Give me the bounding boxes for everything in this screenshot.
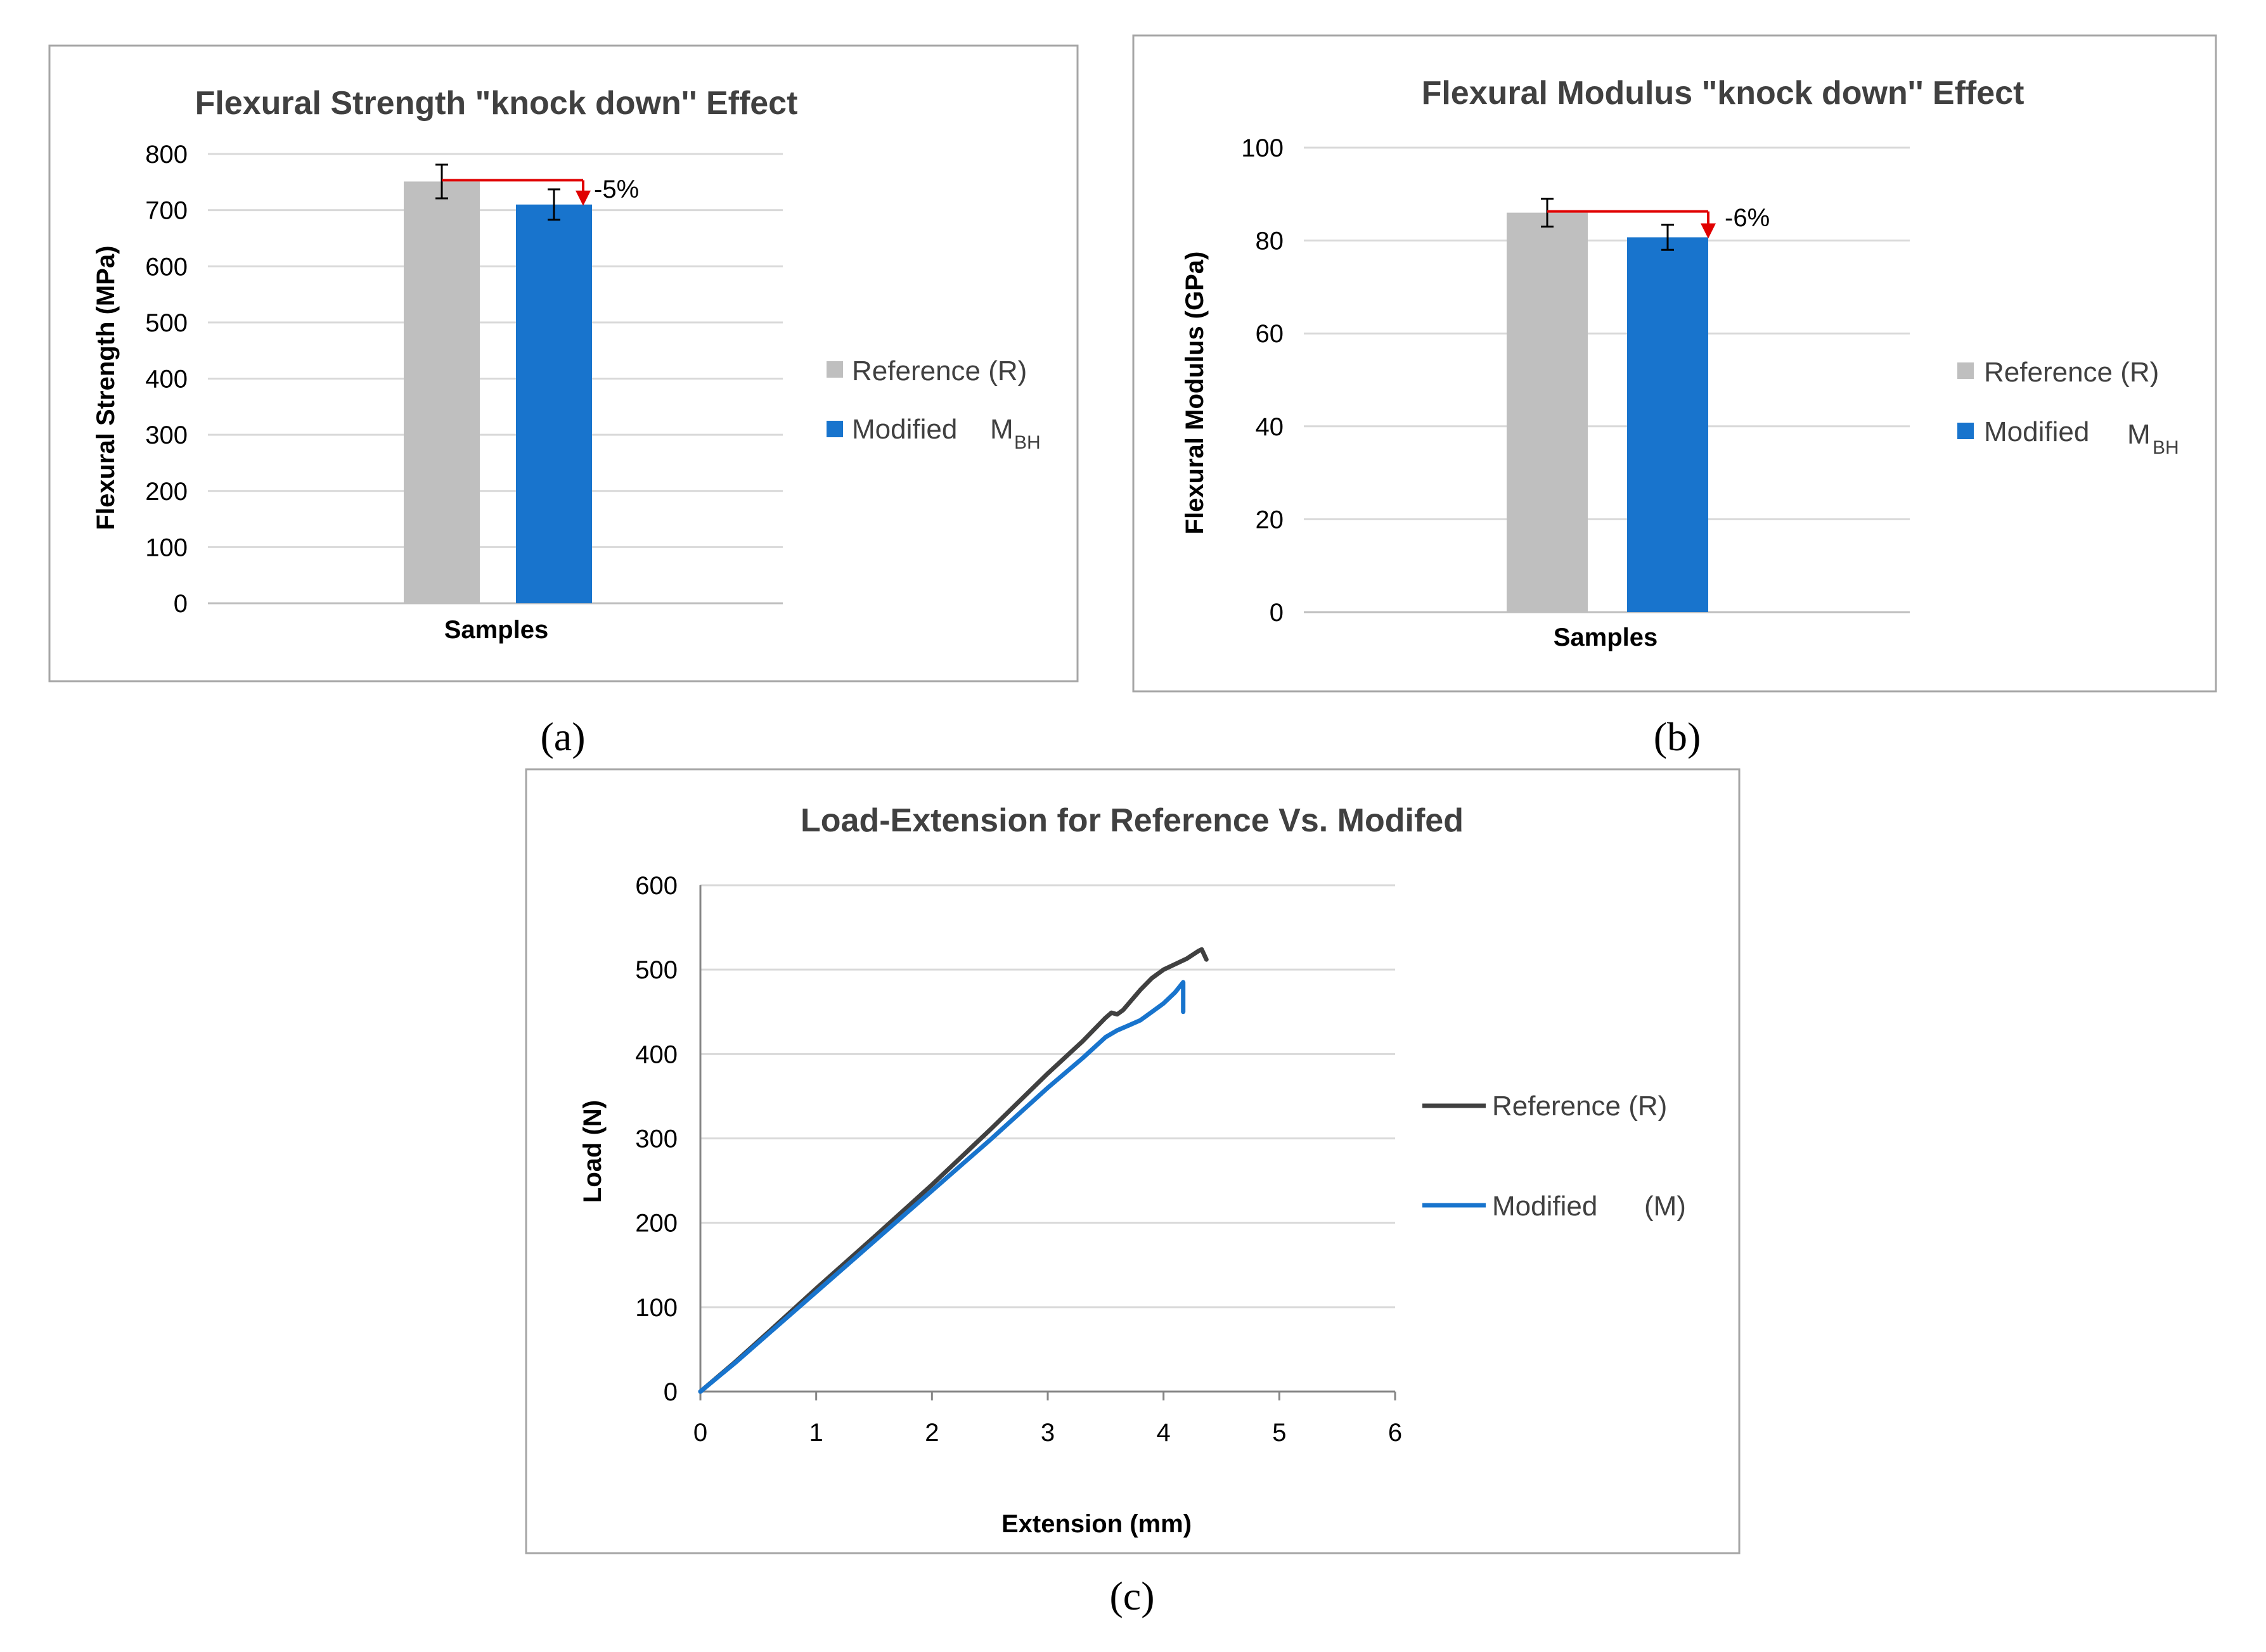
b-y-tick-100: 100	[1241, 134, 1284, 162]
c-x-tick-2: 2	[925, 1419, 939, 1447]
chart-c-y-axis-label: Load (N)	[579, 1100, 607, 1203]
chart-b-legend-swatch-modified	[1957, 423, 1974, 439]
chart-a-title: Flexural Strength "knock down'' Effect	[195, 85, 798, 122]
b-bar-reference	[1507, 213, 1588, 612]
b-y-tick-40: 40	[1256, 413, 1284, 441]
b-y-tick-20: 20	[1256, 506, 1284, 534]
chart-a-legend-modified: Modified	[852, 414, 957, 445]
a-y-tick-100: 100	[145, 534, 188, 561]
chart-b-y-axis-label: Flexural Modulus (GPa)	[1181, 252, 1209, 535]
chart-a-legend-modified-subscript: BH	[1014, 432, 1041, 453]
panel-label-b: (b)	[1654, 714, 1701, 759]
chart-a-legend-modified-symbol: M	[990, 414, 1014, 445]
a-y-tick-500: 500	[145, 309, 188, 337]
a-bar-modified	[516, 205, 592, 603]
c-y-tick-500: 500	[635, 956, 678, 984]
c-y-tick-300: 300	[635, 1125, 678, 1153]
chart-b-legend-modified-symbol: M	[2127, 419, 2151, 450]
a-y-tick-300: 300	[145, 421, 188, 449]
chart-a: Flexural Strength "knock down'' Effect 0…	[49, 46, 1078, 681]
c-x-tick-4: 4	[1157, 1419, 1171, 1447]
a-y-tick-200: 200	[145, 478, 188, 506]
panel-label-a: (a)	[540, 714, 585, 759]
chart-a-legend-reference: Reference (R)	[852, 355, 1027, 387]
c-x-tick-3: 3	[1041, 1419, 1055, 1447]
figure-canvas: Flexural Strength "knock down'' Effect 0…	[0, 0, 2266, 1652]
c-y-tick-200: 200	[635, 1210, 678, 1238]
chart-a-x-axis-label: Samples	[444, 616, 549, 644]
a-y-tick-400: 400	[145, 366, 188, 394]
chart-c-legend-modified: Modified	[1492, 1191, 1597, 1222]
a-y-tick-700: 700	[145, 197, 188, 225]
chart-c: Load-Extension for Reference Vs. Modifed…	[526, 769, 1739, 1553]
b-y-tick-80: 80	[1256, 227, 1284, 255]
c-y-tick-0: 0	[664, 1378, 678, 1406]
c-y-tick-600: 600	[635, 872, 678, 900]
chart-c-legend-reference: Reference (R)	[1492, 1091, 1667, 1122]
c-y-tick-400: 400	[635, 1041, 678, 1068]
chart-b-x-axis-label: Samples	[1554, 624, 1658, 651]
chart-b-legend-modified-subscript: BH	[2153, 437, 2179, 458]
c-x-tick-6: 6	[1388, 1419, 1402, 1447]
c-y-tick-100: 100	[635, 1294, 678, 1322]
a-y-tick-800: 800	[145, 141, 188, 169]
chart-b-title: Flexural Modulus "knock down'' Effect	[1422, 75, 2025, 112]
chart-a-y-tick-labels: 0 100 200 300 400 500 600 700 800	[145, 141, 188, 618]
a-y-tick-600: 600	[145, 253, 188, 281]
chart-b-legend-modified: Modified	[1984, 416, 2089, 447]
c-x-tick-1: 1	[809, 1419, 823, 1447]
b-y-tick-0: 0	[1270, 599, 1284, 627]
c-x-tick-5: 5	[1272, 1419, 1286, 1447]
chart-b: Flexural Modulus "knock down'' Effect 0 2…	[1133, 35, 2216, 691]
chart-a-legend-swatch-reference	[827, 361, 843, 378]
b-y-tick-60: 60	[1256, 320, 1284, 348]
chart-a-annotation-label: -5%	[594, 176, 639, 203]
chart-b-legend-swatch-reference	[1957, 362, 1974, 379]
chart-b-legend-reference: Reference (R)	[1984, 357, 2159, 388]
chart-c-frame	[526, 769, 1739, 1553]
panel-label-c: (c)	[1109, 1573, 1154, 1618]
b-bar-modified	[1627, 237, 1708, 612]
chart-a-y-axis-label: Flexural Strength (MPa)	[92, 246, 120, 530]
c-x-tick-0: 0	[693, 1419, 707, 1447]
a-y-tick-0: 0	[174, 590, 188, 618]
chart-c-legend-modified-suffix: (M)	[1644, 1191, 1686, 1222]
chart-c-x-axis-label: Extension (mm)	[1001, 1510, 1192, 1538]
chart-a-legend-swatch-modified	[827, 421, 843, 437]
chart-c-title: Load-Extension for Reference Vs. Modifed	[801, 802, 1464, 839]
a-bar-reference	[404, 181, 480, 603]
chart-b-annotation-label: -6%	[1725, 204, 1770, 232]
